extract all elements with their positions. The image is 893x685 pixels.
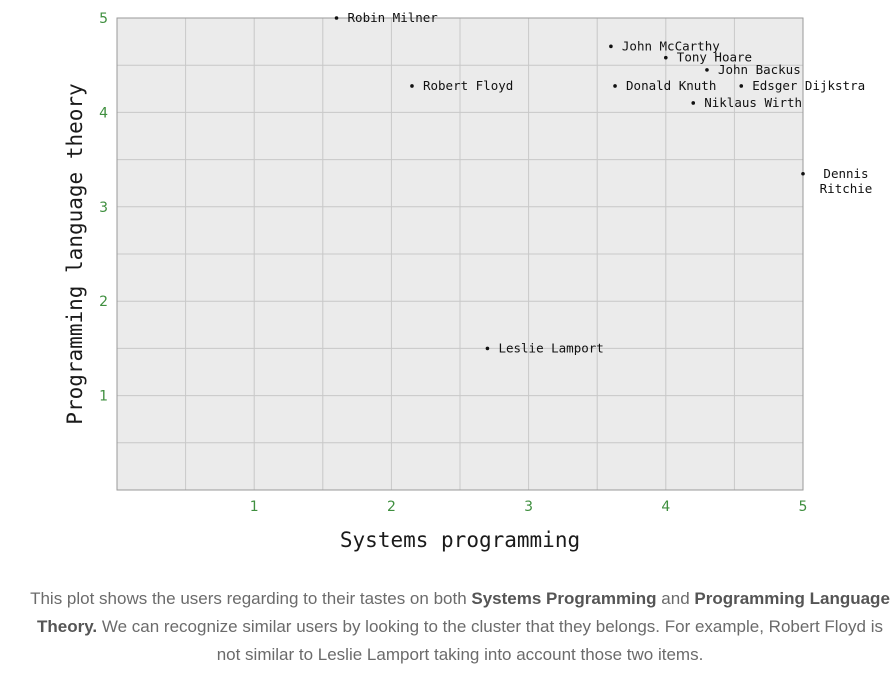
point-label: Niklaus Wirth xyxy=(704,95,802,110)
point-label: Dennis Ritchie xyxy=(820,166,873,196)
y-tick-label: 3 xyxy=(99,200,108,216)
point-label: Robin Milner xyxy=(348,10,439,25)
point-label: John McCarthy xyxy=(622,38,720,53)
data-point xyxy=(334,16,339,20)
caption-bold-systems-programming: Systems Programming xyxy=(471,589,657,608)
chart-caption: This plot shows the users regarding to t… xyxy=(30,585,890,669)
point-label: John Backus xyxy=(718,62,801,77)
y-tick-label: 5 xyxy=(99,11,108,27)
point-label: Leslie Lamport xyxy=(498,340,603,355)
x-tick-label: 5 xyxy=(799,499,808,515)
data-point xyxy=(801,171,805,176)
y-tick-label: 2 xyxy=(99,294,108,310)
data-point xyxy=(609,44,613,49)
data-point xyxy=(691,101,696,105)
point-label: Edsger Dijkstra xyxy=(752,78,865,93)
x-axis-ticks: 1 2 3 4 5 xyxy=(250,499,808,515)
x-tick-label: 2 xyxy=(387,499,396,515)
data-point xyxy=(705,68,709,72)
y-axis-ticks: 1 2 3 4 5 xyxy=(99,11,108,405)
data-point xyxy=(739,84,744,88)
data-point xyxy=(664,55,668,60)
point-label: Tony Hoare xyxy=(677,50,752,65)
y-axis-title: Programming language theory xyxy=(63,83,87,424)
caption-text: and xyxy=(656,589,695,608)
data-point xyxy=(410,84,414,88)
caption-text: This plot shows the users regarding to t… xyxy=(30,589,472,608)
point-label: Robert Floyd xyxy=(423,78,513,93)
data-point xyxy=(613,84,617,88)
x-axis-title: Systems programming xyxy=(340,528,580,552)
y-tick-label: 4 xyxy=(99,105,108,121)
grid-lines xyxy=(117,18,803,490)
plot-frame xyxy=(116,17,804,491)
point-label: Donald Knuth xyxy=(626,78,716,93)
caption-bold-programming-language-theory: Programming Language Theory. xyxy=(37,589,890,636)
y-tick-label: 1 xyxy=(99,389,108,405)
x-tick-label: 3 xyxy=(524,499,533,515)
x-tick-label: 1 xyxy=(250,499,259,515)
caption-text: We can recognize similar users by lookin… xyxy=(97,617,883,664)
x-tick-label: 4 xyxy=(661,499,670,515)
scatter-chart: 1 2 3 4 5 1 2 3 4 5 Robin Milner John McCarthyTon… xyxy=(63,10,873,552)
data-point xyxy=(485,346,490,351)
